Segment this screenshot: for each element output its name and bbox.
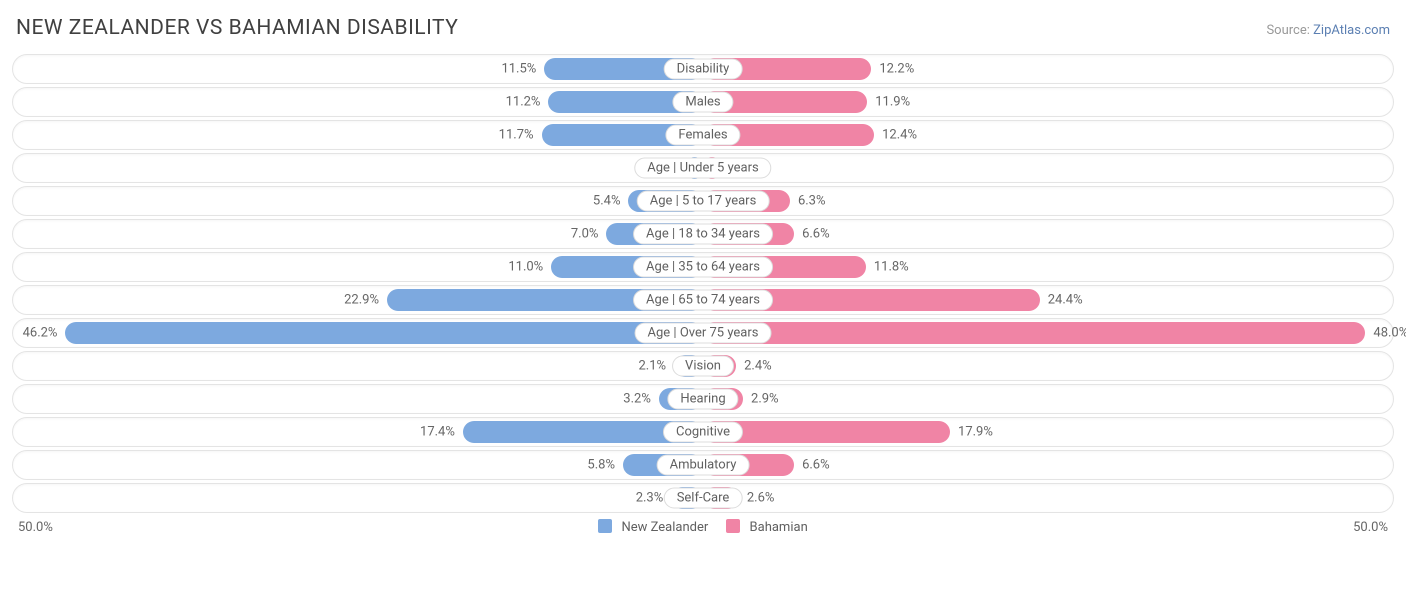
value-right: 48.0% bbox=[1373, 326, 1406, 341]
value-right: 11.8% bbox=[874, 260, 909, 275]
value-right: 24.4% bbox=[1048, 293, 1083, 308]
category-pill: Age | Under 5 years bbox=[634, 158, 771, 179]
value-left: 17.4% bbox=[420, 425, 455, 440]
chart-row: 5.8% 6.6% Ambulatory bbox=[12, 450, 1394, 480]
value-right: 11.9% bbox=[875, 95, 910, 110]
bar-right bbox=[703, 322, 1365, 344]
category-pill: Age | Over 75 years bbox=[635, 323, 772, 344]
value-left: 22.9% bbox=[344, 293, 379, 308]
chart-title: NEW ZEALANDER VS BAHAMIAN DISABILITY bbox=[16, 16, 458, 40]
category-pill: Ambulatory bbox=[657, 455, 750, 476]
category-pill: Hearing bbox=[667, 389, 738, 410]
value-left: 7.0% bbox=[571, 227, 599, 242]
value-right: 2.9% bbox=[751, 392, 779, 407]
chart-row: 11.5% 12.2% Disability bbox=[12, 54, 1394, 84]
value-right: 2.4% bbox=[744, 359, 772, 374]
category-pill: Age | 5 to 17 years bbox=[637, 191, 770, 212]
chart-row: 2.3% 2.6% Self-Care bbox=[12, 483, 1394, 513]
axis-max-left: 50.0% bbox=[18, 520, 53, 535]
chart-row: 11.7% 12.4% Females bbox=[12, 120, 1394, 150]
chart-row: 22.9% 24.4% Age | 65 to 74 years bbox=[12, 285, 1394, 315]
chart-row: 11.2% 11.9% Males bbox=[12, 87, 1394, 117]
value-left: 3.2% bbox=[623, 392, 651, 407]
legend-item-left: New Zealander bbox=[598, 519, 708, 535]
value-right: 2.6% bbox=[747, 491, 775, 506]
legend-label-left: New Zealander bbox=[621, 520, 708, 535]
axis-max-right: 50.0% bbox=[1353, 520, 1388, 535]
category-pill: Vision bbox=[672, 356, 734, 377]
chart-row: 17.4% 17.9% Cognitive bbox=[12, 417, 1394, 447]
value-left: 11.0% bbox=[508, 260, 543, 275]
category-pill: Age | 65 to 74 years bbox=[633, 290, 773, 311]
diverging-bar-chart: 11.5% 12.2% Disability 11.2% 11.9% Males 11.7%… bbox=[12, 54, 1394, 513]
legend-swatch-right bbox=[726, 519, 740, 533]
value-right: 6.6% bbox=[802, 458, 830, 473]
header: NEW ZEALANDER VS BAHAMIAN DISABILITY Sou… bbox=[16, 16, 1390, 40]
value-left: 11.7% bbox=[499, 128, 534, 143]
legend-label-right: Bahamian bbox=[750, 520, 808, 535]
category-pill: Males bbox=[672, 92, 733, 113]
category-pill: Females bbox=[665, 125, 740, 146]
category-pill: Age | 18 to 34 years bbox=[633, 224, 773, 245]
category-pill: Age | 35 to 64 years bbox=[633, 257, 773, 278]
chart-row: 5.4% 6.3% Age | 5 to 17 years bbox=[12, 186, 1394, 216]
value-right: 6.3% bbox=[798, 194, 826, 209]
bar-left bbox=[65, 322, 703, 344]
source: Source: ZipAtlas.com bbox=[1266, 23, 1390, 38]
legend-item-right: Bahamian bbox=[726, 519, 807, 535]
category-pill: Self-Care bbox=[664, 488, 743, 509]
value-left: 5.4% bbox=[593, 194, 621, 209]
source-label: Source: bbox=[1266, 23, 1309, 38]
category-pill: Disability bbox=[664, 59, 743, 80]
legend: New Zealander Bahamian bbox=[53, 519, 1353, 535]
value-left: 11.5% bbox=[501, 62, 536, 77]
chart-row: 3.2% 2.9% Hearing bbox=[12, 384, 1394, 414]
chart-footer: 50.0% New Zealander Bahamian 50.0% bbox=[12, 519, 1394, 535]
legend-swatch-left bbox=[598, 519, 612, 533]
chart-row: 2.1% 2.4% Vision bbox=[12, 351, 1394, 381]
value-left: 2.1% bbox=[638, 359, 666, 374]
value-right: 12.4% bbox=[882, 128, 917, 143]
value-left: 11.2% bbox=[506, 95, 541, 110]
value-right: 17.9% bbox=[958, 425, 993, 440]
value-left: 2.3% bbox=[636, 491, 664, 506]
category-pill: Cognitive bbox=[663, 422, 743, 443]
value-left: 5.8% bbox=[587, 458, 615, 473]
chart-row: 1.2%1.3%Age | Under 5 years bbox=[12, 153, 1394, 183]
value-right: 12.2% bbox=[879, 62, 914, 77]
chart-row: 7.0% 6.6% Age | 18 to 34 years bbox=[12, 219, 1394, 249]
source-link[interactable]: ZipAtlas.com bbox=[1313, 23, 1390, 38]
chart-row: 11.0% 11.8% Age | 35 to 64 years bbox=[12, 252, 1394, 282]
value-right: 6.6% bbox=[802, 227, 830, 242]
value-left: 46.2% bbox=[23, 326, 58, 341]
chart-row: 46.2%48.0%Age | Over 75 years bbox=[12, 318, 1394, 348]
